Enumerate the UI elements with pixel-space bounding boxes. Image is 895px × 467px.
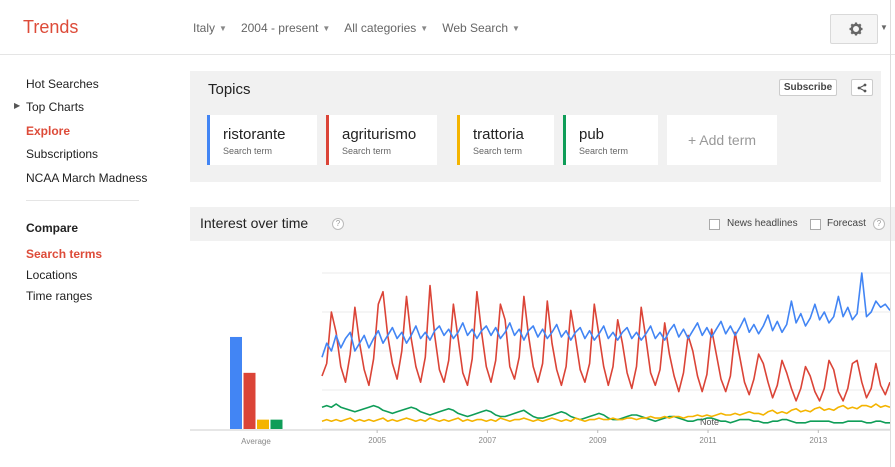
- filter-category-label: All categories: [344, 21, 417, 35]
- term-name: pub: [579, 126, 605, 143]
- forecast-checkbox[interactable]: [810, 219, 821, 230]
- share-icon: [857, 83, 867, 92]
- x-tick-label: 2011: [699, 436, 717, 445]
- average-bar-agriturismo: [243, 372, 256, 429]
- x-tick-label: 2013: [809, 436, 827, 445]
- term-color-stripe: [457, 115, 460, 165]
- term-card-pub[interactable]: pub Search term: [563, 115, 658, 165]
- forecast-label[interactable]: Forecast: [827, 218, 866, 229]
- news-headlines-checkbox[interactable]: [709, 219, 720, 230]
- forecast-help-icon[interactable]: ?: [873, 218, 885, 230]
- filter-bar: Italy ▼ 2004 - present ▼ All categories ▼ W…: [193, 21, 520, 35]
- average-label: Average: [241, 437, 271, 446]
- trends-logo[interactable]: Trends: [23, 17, 79, 37]
- term-name: trattoria: [473, 126, 524, 143]
- compare-heading: Compare: [26, 221, 79, 235]
- settings-button[interactable]: [830, 14, 878, 44]
- compare-item-search-terms[interactable]: Search terms: [26, 247, 103, 261]
- gear-icon: [849, 22, 863, 36]
- term-type: Search term: [473, 146, 523, 156]
- sidebar-item-hot-searches[interactable]: Hot Searches: [26, 77, 99, 91]
- help-icon[interactable]: ?: [332, 218, 344, 230]
- sidebar-item-top-charts[interactable]: Top Charts: [26, 100, 85, 114]
- term-name: ristorante: [223, 126, 286, 143]
- sidebar-nav: Hot Searches ▶ Top Charts Explore Subscr…: [0, 55, 180, 467]
- compare-item-locations[interactable]: Locations: [26, 268, 78, 282]
- chevron-down-icon: ▼: [420, 23, 429, 33]
- term-color-stripe: [563, 115, 566, 165]
- compare-item-time-ranges[interactable]: Time ranges: [26, 289, 93, 303]
- topics-panel: Topics Subscribe ristorante Search term …: [190, 71, 881, 182]
- term-color-stripe: [207, 115, 210, 165]
- series-line-trattoria: [321, 403, 891, 423]
- interest-over-time-header: Interest over time ? News headlines Fore…: [190, 207, 895, 241]
- chevron-down-icon: ▼: [322, 23, 331, 33]
- filter-search-type[interactable]: Web Search ▼: [442, 21, 520, 35]
- series-line-agriturismo: [321, 284, 891, 402]
- term-card-ristorante[interactable]: ristorante Search term: [207, 115, 317, 165]
- filter-search-type-label: Web Search: [442, 21, 509, 35]
- top-bar: Trends Italy ▼ 2004 - present ▼ All catego…: [0, 0, 895, 55]
- sidebar-item-explore[interactable]: Explore: [26, 124, 71, 138]
- expand-arrow-icon[interactable]: ▶: [14, 101, 21, 110]
- sidebar-item-ncaa[interactable]: NCAA March Madness: [26, 171, 148, 185]
- x-tick-label: 2007: [479, 436, 497, 445]
- term-card-trattoria[interactable]: trattoria Search term: [457, 115, 554, 165]
- term-type: Search term: [579, 146, 629, 156]
- term-name: agriturismo: [342, 126, 417, 143]
- average-bar-pub: [270, 419, 283, 429]
- filter-location-label: Italy: [193, 21, 216, 35]
- topics-title: Topics: [208, 81, 251, 98]
- x-tick-label: 2005: [368, 436, 386, 445]
- news-headlines-label[interactable]: News headlines: [727, 218, 798, 229]
- term-type: Search term: [342, 146, 392, 156]
- average-bar-trattoria: [257, 419, 269, 429]
- series-line-ristorante: [321, 272, 891, 358]
- note-annotation[interactable]: Note: [700, 417, 719, 427]
- filter-location[interactable]: Italy ▼: [193, 21, 227, 35]
- x-tick-label: 2009: [589, 436, 607, 445]
- term-color-stripe: [326, 115, 329, 165]
- term-card-agriturismo[interactable]: agriturismo Search term: [326, 115, 437, 165]
- sidebar-item-subscriptions[interactable]: Subscriptions: [26, 147, 99, 161]
- filter-category[interactable]: All categories ▼: [344, 21, 428, 35]
- window-edge: [890, 0, 891, 467]
- settings-chevron-down-icon[interactable]: ▼: [880, 23, 888, 32]
- add-term-button[interactable]: + Add term: [667, 115, 777, 165]
- share-button[interactable]: [851, 79, 873, 96]
- sidebar-divider: [26, 200, 139, 201]
- filter-time-range[interactable]: 2004 - present ▼: [241, 21, 330, 35]
- series-line-pub: [321, 403, 890, 424]
- term-type: Search term: [223, 146, 273, 156]
- subscribe-button[interactable]: Subscribe: [779, 79, 837, 96]
- average-bar-ristorante: [230, 336, 242, 429]
- chevron-down-icon: ▼: [512, 23, 520, 33]
- interest-over-time-title: Interest over time: [200, 215, 309, 231]
- chevron-down-icon: ▼: [219, 23, 227, 33]
- filter-time-label: 2004 - present: [240, 21, 319, 35]
